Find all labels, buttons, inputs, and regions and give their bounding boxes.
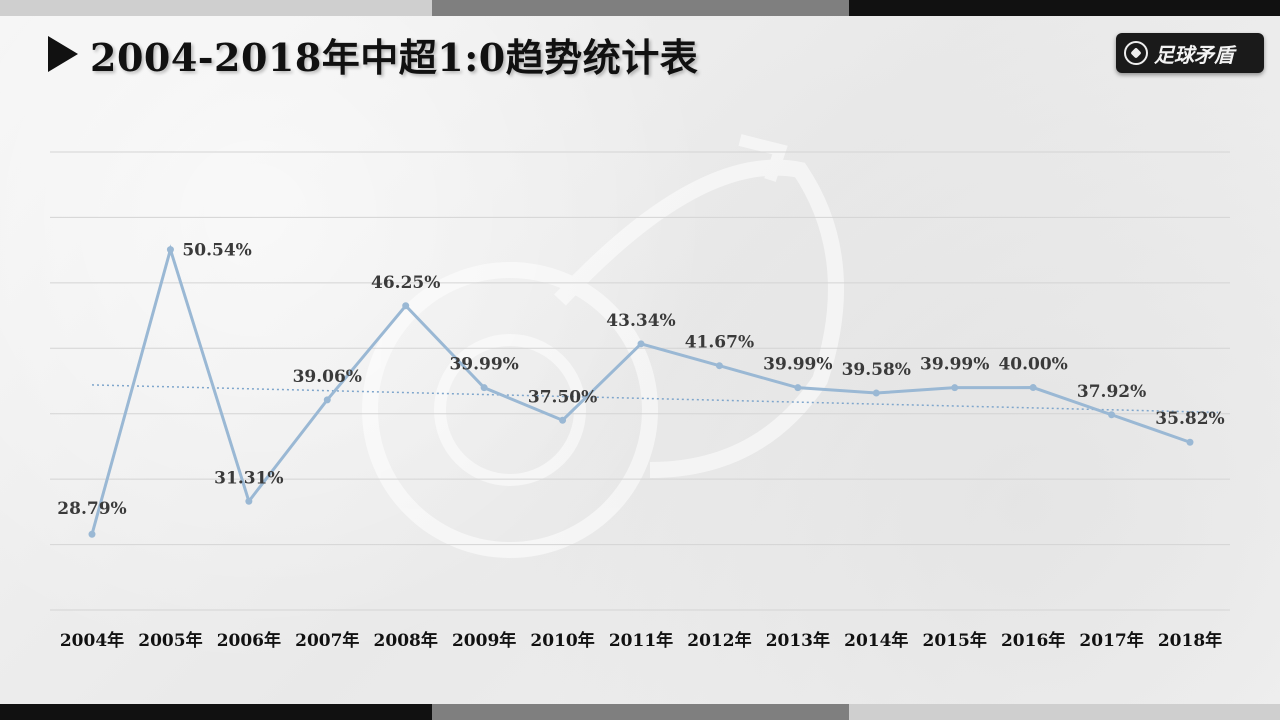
- data-label: 39.99%: [920, 355, 989, 375]
- x-tick-label: 2007年: [295, 630, 359, 651]
- data-label: 39.06%: [293, 367, 362, 387]
- x-tick-label: 2017年: [1079, 630, 1143, 651]
- data-labels: 28.79% 50.54% 31.31% 39.06% 46.25% 39.99% 37.5…: [57, 241, 1224, 520]
- x-tick-label: 2008年: [374, 630, 438, 651]
- x-axis-labels: 2004年 2005年 2006年 2007年 2008年 2009年 2010年 2011年…: [60, 630, 1222, 651]
- data-point: [559, 416, 567, 424]
- data-point: [88, 530, 96, 538]
- data-label: 39.99%: [763, 355, 832, 375]
- top-bar-light: [0, 0, 432, 16]
- data-label: 39.58%: [842, 360, 911, 380]
- data-point: [794, 384, 802, 392]
- data-label: 50.54%: [182, 241, 251, 261]
- watermark-emblem: [362, 134, 844, 558]
- data-point: [166, 246, 174, 254]
- data-label: 37.50%: [528, 387, 597, 407]
- x-tick-label: 2013年: [766, 630, 830, 651]
- x-tick-label: 2010年: [530, 630, 594, 651]
- data-point: [402, 302, 410, 310]
- x-tick-label: 2005年: [138, 630, 202, 651]
- x-tick-label: 2011年: [609, 630, 673, 651]
- data-point: [480, 384, 488, 392]
- bottom-bar-light: [849, 704, 1280, 720]
- top-bar-mid: [432, 0, 849, 16]
- x-tick-label: 2015年: [923, 630, 987, 651]
- x-tick-label: 2016年: [1001, 630, 1065, 651]
- data-label: 31.31%: [214, 468, 283, 488]
- title-block: 2004-2018年中超1:0趋势统计表: [48, 32, 698, 80]
- data-point: [872, 389, 880, 397]
- data-point: [1029, 384, 1037, 392]
- brand-logo: 足球矛盾: [1116, 33, 1264, 73]
- data-label: 37.92%: [1077, 382, 1146, 402]
- data-point: [1108, 411, 1116, 419]
- bottom-bar-dark: [0, 704, 432, 720]
- grid-lines: [50, 151, 1230, 611]
- top-color-bar: [0, 0, 1280, 16]
- data-points: [88, 246, 1194, 538]
- bottom-color-bar: [0, 704, 1280, 720]
- x-tick-label: 2004年: [60, 630, 124, 651]
- data-label: 39.99%: [449, 355, 518, 375]
- data-point: [637, 340, 645, 348]
- play-arrow-icon: [48, 36, 78, 72]
- x-tick-label: 2014年: [844, 630, 908, 651]
- bottom-bar-mid: [432, 704, 849, 720]
- page-title: 2004-2018年中超1:0趋势统计表: [90, 34, 699, 80]
- data-point: [1186, 438, 1194, 446]
- top-bar-dark: [849, 0, 1280, 16]
- data-label: 43.34%: [606, 311, 675, 331]
- x-tick-label: 2012年: [687, 630, 751, 651]
- x-tick-label: 2006年: [217, 630, 281, 651]
- data-label: 41.67%: [685, 333, 754, 353]
- x-tick-label: 2009年: [452, 630, 516, 651]
- data-label: 40.00%: [998, 355, 1067, 375]
- data-label: 28.79%: [57, 499, 126, 519]
- data-point: [245, 497, 253, 505]
- data-label: 46.25%: [371, 273, 440, 293]
- logo-text: 足球矛盾: [1154, 42, 1234, 67]
- data-point: [323, 396, 331, 404]
- data-point: [951, 384, 959, 392]
- data-point: [715, 362, 723, 370]
- football-icon: [1124, 41, 1148, 65]
- data-label: 35.82%: [1155, 409, 1224, 429]
- x-tick-label: 2018年: [1158, 630, 1222, 651]
